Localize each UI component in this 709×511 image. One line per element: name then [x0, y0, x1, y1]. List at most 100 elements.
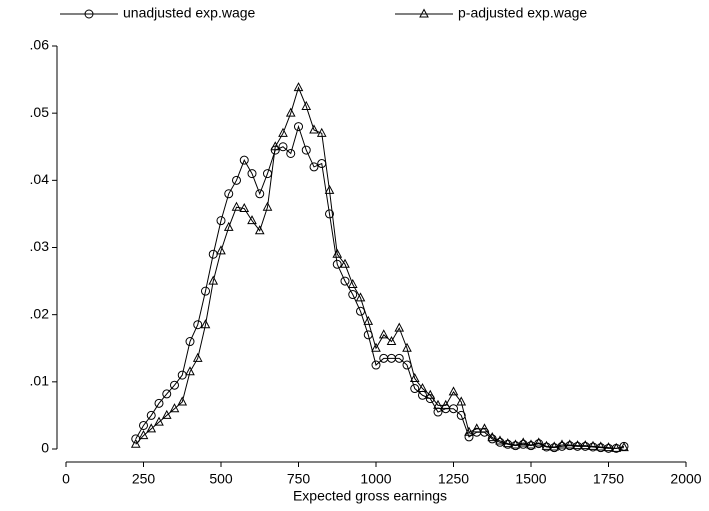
x-tick-label: 1250: [438, 471, 469, 487]
x-tick-label: 1500: [515, 471, 546, 487]
data-point: [371, 342, 381, 352]
legend-label: p-adjusted exp.wage: [458, 5, 587, 21]
legend-label: unadjusted exp.wage: [123, 5, 256, 21]
data-point: [192, 352, 203, 362]
y-tick-label: .05: [30, 104, 50, 120]
data-point: [549, 441, 560, 451]
data-point: [611, 442, 622, 452]
data-point: [433, 399, 443, 409]
y-tick-label: .04: [30, 171, 50, 187]
y-tick-label: .03: [30, 238, 50, 254]
data-point: [378, 329, 389, 339]
data-point: [533, 437, 544, 447]
data-point: [231, 201, 242, 211]
data-point: [588, 440, 598, 450]
data-point: [402, 342, 412, 352]
data-point: [425, 389, 436, 399]
data-point: [410, 384, 420, 394]
data-point: [293, 82, 304, 92]
data-point: [146, 423, 157, 433]
data-point: [255, 189, 265, 199]
data-point: [479, 423, 490, 433]
data-point: [216, 216, 226, 226]
data-point: [177, 396, 188, 406]
data-point: [409, 372, 420, 382]
x-tick-label: 2000: [670, 471, 701, 487]
data-point: [394, 322, 405, 332]
data-point: [309, 124, 319, 134]
data-point: [223, 221, 234, 231]
data-point: [595, 441, 606, 451]
data-point: [301, 145, 311, 155]
data-point: [270, 141, 281, 151]
data-point: [247, 215, 257, 225]
data-point: [309, 162, 319, 172]
legend-marker: [419, 8, 429, 18]
x-tick-label: 250: [132, 471, 156, 487]
data-point: [325, 209, 334, 219]
data-point: [239, 155, 249, 165]
legend-marker: [84, 9, 94, 19]
data-point: [200, 319, 211, 329]
data-point: [340, 276, 350, 286]
data-point: [185, 337, 195, 347]
data-point: [208, 275, 219, 285]
data-point: [161, 409, 172, 419]
data-point: [495, 435, 505, 445]
data-point: [564, 439, 575, 449]
data-point: [487, 432, 498, 442]
data-point: [456, 410, 466, 420]
x-tick-label: 1000: [360, 471, 391, 487]
data-point: [239, 202, 250, 213]
data-point: [247, 169, 257, 179]
data-point: [347, 278, 358, 288]
y-tick-label: .02: [30, 305, 50, 321]
data-point: [332, 259, 342, 269]
data-point: [262, 201, 273, 211]
data-point: [456, 396, 467, 406]
data-point: [363, 315, 374, 325]
data-point: [518, 437, 529, 447]
data-point: [286, 148, 296, 158]
data-point: [526, 439, 536, 449]
data-point: [216, 245, 226, 255]
data-point: [139, 420, 148, 430]
data-point: [464, 426, 474, 436]
data-point: [224, 189, 234, 199]
data-point: [162, 389, 172, 399]
data-point: [386, 335, 397, 346]
data-point: [557, 439, 567, 449]
data-point: [355, 292, 366, 302]
x-tick-label: 750: [287, 471, 311, 487]
data-point: [440, 399, 451, 409]
data-point: [154, 398, 164, 408]
data-point: [572, 440, 583, 450]
data-point: [371, 360, 381, 370]
data-point: [138, 430, 149, 440]
data-point: [448, 386, 459, 396]
data-point: [332, 248, 343, 258]
y-tick-label: .01: [30, 373, 50, 389]
x-tick-label: 1750: [593, 471, 624, 487]
data-point: [340, 258, 350, 268]
data-point: [278, 142, 288, 152]
data-point: [316, 127, 327, 137]
data-point: [146, 410, 156, 420]
data-point: [294, 122, 303, 132]
data-point: [471, 423, 482, 433]
data-point: [348, 290, 358, 300]
x-tick-label: 0: [62, 471, 70, 487]
data-point: [193, 320, 203, 330]
x-tick-label: 500: [209, 471, 233, 487]
data-point: [417, 382, 428, 393]
data-point: [185, 366, 195, 376]
data-point: [169, 403, 180, 413]
data-point: [541, 440, 552, 450]
x-axis-title: Expected gross earnings: [293, 488, 447, 504]
series-line: [135, 86, 625, 449]
y-tick-label: .06: [30, 37, 50, 53]
data-point: [324, 184, 335, 194]
data-point: [232, 175, 241, 185]
